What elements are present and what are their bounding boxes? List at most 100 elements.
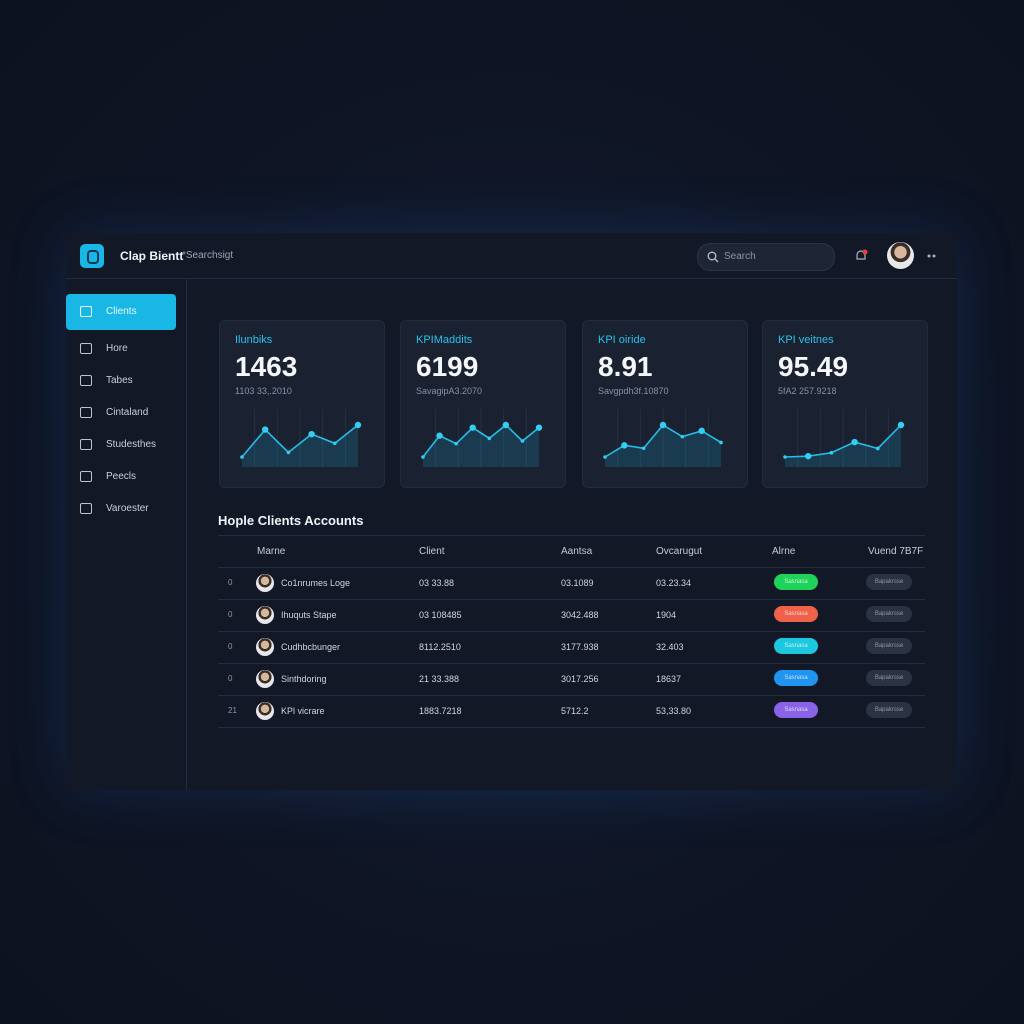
spark-point <box>354 421 362 429</box>
spark-point <box>308 430 315 438</box>
kpi-card: KPIMaddits 6199 SavagipA3.2070 <box>400 320 566 488</box>
row-rule <box>218 727 925 728</box>
action-button[interactable]: Bapakrsse <box>866 670 912 686</box>
spark-area <box>605 425 721 467</box>
avatar <box>256 702 274 720</box>
action-button[interactable]: Bapakrsse <box>866 574 912 590</box>
sparkline <box>240 409 362 467</box>
spark-line <box>241 424 359 458</box>
app-title: Clap Bientt <box>120 249 184 263</box>
spark-point <box>502 421 510 429</box>
column-header: Client <box>419 546 445 557</box>
kpi-value: 8.91 <box>598 351 653 382</box>
table-cell: 03 33.88 <box>419 578 455 588</box>
spark-point <box>603 455 607 459</box>
spark-area <box>785 425 901 467</box>
column-header: Alrne <box>772 546 796 557</box>
kpi-label: KPI veitnes <box>778 334 834 346</box>
spark-point <box>829 450 834 455</box>
logo[interactable] <box>80 244 104 268</box>
spark-point <box>286 450 291 455</box>
spark-point <box>621 442 628 449</box>
table-cell: 1883.7218 <box>419 706 462 716</box>
table-cell: 3042.488 <box>561 610 599 620</box>
kpi-sub: Savgpdh3f.10870 <box>598 386 669 396</box>
nav-icon <box>80 503 92 514</box>
nav-icon <box>80 306 92 317</box>
more-icon[interactable] <box>926 253 938 259</box>
status-badge: Sasnasa <box>774 574 818 590</box>
column-header: Vuend 7B7F <box>868 546 924 557</box>
table-cell: 53,33.80 <box>656 706 692 716</box>
table-cell: Sinthdoring <box>281 674 327 684</box>
table-cell: Cudhbcbunger <box>281 642 341 652</box>
sparkline <box>603 409 723 467</box>
spark-point <box>805 452 812 460</box>
table-title: Hople Clients Accounts <box>218 513 364 528</box>
kpi-value: 1463 <box>235 351 298 382</box>
table-cell: 0 <box>228 578 233 587</box>
action-button[interactable]: Bapakrsse <box>866 606 912 622</box>
nav-icon <box>80 375 92 386</box>
table-cell: 03.23.34 <box>656 578 692 588</box>
sidebar: Clients Hore Tabes Cintaland Studesthes Peecl… <box>66 279 187 790</box>
row-rule <box>218 631 925 632</box>
table-cell: KPl vicrare <box>281 706 325 716</box>
kpi-sub: SavagipA3.2070 <box>416 386 483 396</box>
avatar <box>256 638 274 656</box>
status-badge: Sasnasa <box>774 670 818 686</box>
action-button[interactable]: Bapakrsse <box>866 638 912 654</box>
row-rule <box>218 599 925 600</box>
nav-label: Studesthes <box>106 439 157 450</box>
table-cell: 32.403 <box>656 642 684 652</box>
table-cell: 0 <box>228 642 233 651</box>
status-badge: Sasnasa <box>774 606 818 622</box>
spark-point <box>897 421 905 429</box>
search-icon <box>707 251 719 263</box>
nav-item[interactable]: Varoester <box>66 491 176 527</box>
table-cell: 8112.2510 <box>419 642 461 652</box>
nav-item[interactable]: Tabes <box>66 363 176 399</box>
table-cell: 03 108485 <box>419 610 462 620</box>
nav-item[interactable]: Studesthes <box>66 427 176 463</box>
action-button[interactable]: Bapakrsse <box>866 702 912 718</box>
search-box[interactable]: Search <box>697 243 835 271</box>
spark-point <box>876 446 880 451</box>
kpi-card: KPI oiride 8.91 Savgpdh3f.10870 <box>582 320 748 488</box>
notification-icon[interactable] <box>854 249 868 263</box>
status-badge: Sasnasa <box>774 702 818 718</box>
table-cell: 21 33.388 <box>419 674 460 684</box>
table-cell: 0 <box>228 674 233 683</box>
spark-point <box>469 424 476 431</box>
sparkline <box>783 409 905 467</box>
spark-point <box>333 441 337 446</box>
nav-label: Varoester <box>106 503 149 514</box>
spark-point <box>240 455 244 459</box>
kpi-label: KPIMaddits <box>416 334 473 346</box>
nav-item[interactable]: Peecls <box>66 459 176 495</box>
nav-label: Tabes <box>106 375 133 386</box>
nav-icon <box>80 407 92 418</box>
table-cell: 1904 <box>656 610 677 620</box>
table-cell: Ihuquts Stape <box>281 610 337 620</box>
spark-point <box>698 427 705 435</box>
user-avatar[interactable] <box>887 242 914 269</box>
app-subtitle: *Searchsigt <box>182 250 234 261</box>
spark-point <box>659 421 667 429</box>
kpi-card: KPI veitnes 95.49 5fA2 257.9218 <box>762 320 928 488</box>
search-placeholder: Search <box>724 251 756 262</box>
nav-icon <box>80 343 92 354</box>
nav-item[interactable]: Hore <box>66 331 176 367</box>
kpi-value: 95.49 <box>778 351 849 382</box>
spark-point <box>851 438 858 446</box>
nav-item[interactable]: Cintaland <box>66 395 176 431</box>
nav-label: Clients <box>106 306 137 317</box>
spark-point <box>436 432 443 439</box>
table-cell: 5712.2 <box>561 706 589 716</box>
sparkline <box>421 409 543 467</box>
nav-item[interactable]: Clients <box>66 294 176 330</box>
spark-area <box>423 425 539 467</box>
column-header: Ovcarugut <box>656 546 703 557</box>
spark-line <box>784 424 902 458</box>
